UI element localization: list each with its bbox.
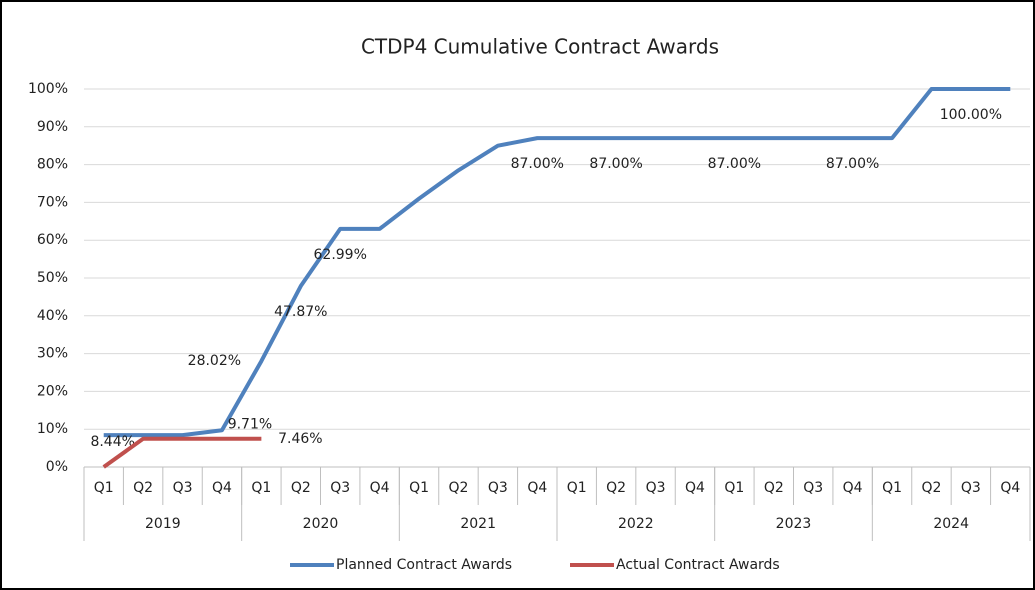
x-tick-label: Q1 bbox=[94, 480, 114, 496]
x-tick-label: Q1 bbox=[567, 480, 587, 496]
y-tick-label: 90% bbox=[37, 119, 68, 135]
x-tick-label: Q4 bbox=[685, 480, 705, 496]
x-group-label: 2020 bbox=[303, 516, 339, 532]
series-line bbox=[102, 436, 262, 469]
x-tick-label: Q3 bbox=[173, 480, 193, 496]
y-tick-label: 80% bbox=[37, 157, 68, 173]
data-label: 28.02% bbox=[188, 353, 241, 369]
y-tick-label: 60% bbox=[37, 232, 68, 248]
chart-title: CTDP4 Cumulative Contract Awards bbox=[361, 35, 719, 59]
x-group-label: 2023 bbox=[776, 516, 812, 532]
legend-label: Actual Contract Awards bbox=[616, 557, 780, 573]
x-tick-label: Q4 bbox=[843, 480, 863, 496]
x-tick-label: Q1 bbox=[251, 480, 271, 496]
x-tick-label: Q2 bbox=[448, 480, 468, 496]
x-group-label: 2022 bbox=[618, 516, 654, 532]
x-tick-label: Q2 bbox=[133, 480, 153, 496]
y-tick-label: 70% bbox=[37, 194, 68, 210]
x-tick-label: Q1 bbox=[724, 480, 744, 496]
legend-label: Planned Contract Awards bbox=[336, 557, 512, 573]
x-tick-label: Q3 bbox=[961, 480, 981, 496]
x-tick-label: Q1 bbox=[882, 480, 902, 496]
x-tick-label: Q2 bbox=[291, 480, 311, 496]
x-tick-label: Q3 bbox=[330, 480, 350, 496]
data-label: 62.99% bbox=[314, 247, 367, 263]
data-label: 100.00% bbox=[940, 107, 1002, 123]
x-group-label: 2024 bbox=[933, 516, 969, 532]
x-tick-label: Q4 bbox=[370, 480, 390, 496]
data-label: 87.00% bbox=[589, 156, 642, 172]
data-label: 87.00% bbox=[826, 156, 879, 172]
x-tick-label: Q2 bbox=[921, 480, 941, 496]
x-tick-label: Q4 bbox=[527, 480, 547, 496]
y-tick-label: 10% bbox=[37, 421, 68, 437]
data-label: 87.00% bbox=[511, 156, 564, 172]
y-tick-label: 50% bbox=[37, 270, 68, 286]
y-tick-label: 100% bbox=[28, 81, 68, 97]
x-tick-label: Q1 bbox=[409, 480, 429, 496]
data-label: 9.71% bbox=[228, 416, 272, 432]
series-line bbox=[103, 87, 1011, 438]
x-tick-label: Q4 bbox=[1000, 480, 1020, 496]
y-tick-label: 20% bbox=[37, 383, 68, 399]
x-tick-label: Q2 bbox=[606, 480, 626, 496]
data-label: 8.44% bbox=[90, 434, 134, 450]
x-group-label: 2019 bbox=[145, 516, 181, 532]
x-tick-label: Q3 bbox=[646, 480, 666, 496]
data-label: 47.87% bbox=[274, 304, 327, 320]
x-tick-label: Q2 bbox=[764, 480, 784, 496]
x-tick-label: Q3 bbox=[803, 480, 823, 496]
x-group-label: 2021 bbox=[460, 516, 496, 532]
x-tick-label: Q4 bbox=[212, 480, 232, 496]
y-tick-label: 0% bbox=[46, 459, 68, 475]
data-label: 87.00% bbox=[708, 156, 761, 172]
x-tick-label: Q3 bbox=[488, 480, 508, 496]
data-label: 7.46% bbox=[278, 431, 322, 447]
y-tick-label: 30% bbox=[37, 346, 68, 362]
y-tick-label: 40% bbox=[37, 308, 68, 324]
